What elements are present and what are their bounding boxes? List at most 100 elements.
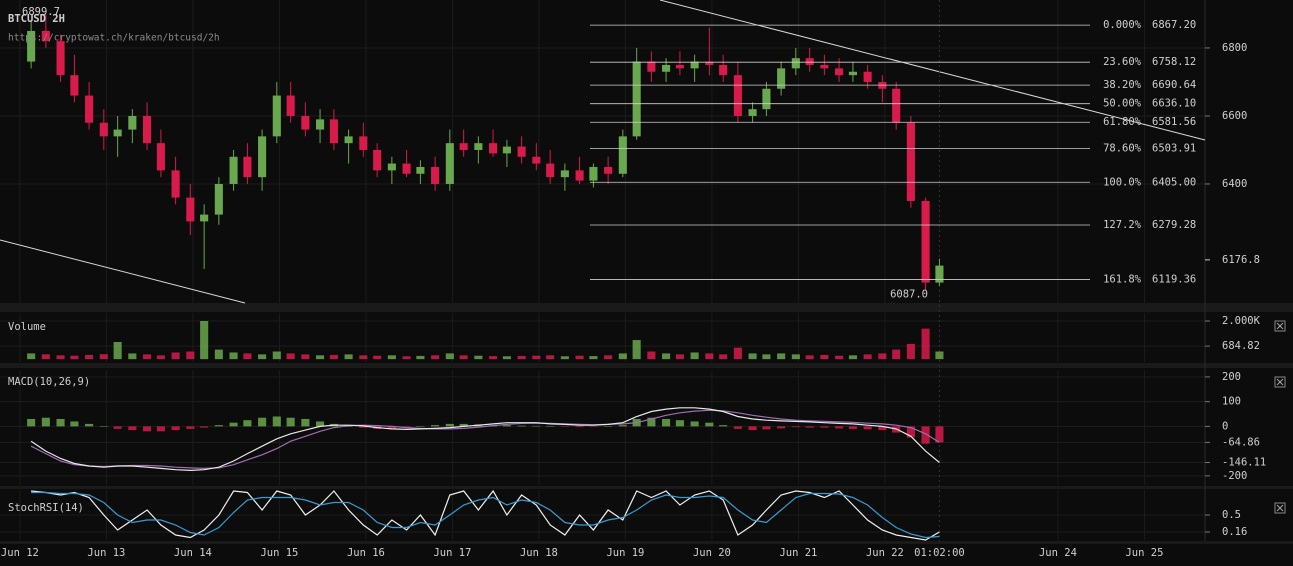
volume-bar (402, 356, 411, 360)
y-tick-label: 6600 (1222, 110, 1247, 122)
close-box[interactable] (1274, 502, 1286, 514)
candle-body (575, 170, 584, 181)
candle-body (99, 122, 108, 137)
volume-bar (921, 328, 930, 360)
macd-histogram (546, 426, 555, 427)
macd-histogram (733, 426, 742, 429)
macd-histogram (575, 426, 584, 428)
volume-bar (647, 351, 656, 360)
volume-bar (186, 351, 195, 360)
candle-body (41, 30, 50, 42)
volume-bar (632, 340, 641, 360)
candle-body (863, 71, 872, 82)
candle-body (589, 166, 598, 181)
close-button[interactable] (1274, 502, 1286, 514)
macd-histogram (906, 426, 915, 438)
macd-histogram (186, 426, 195, 429)
macd-histogram (835, 426, 844, 429)
candle-body (921, 200, 930, 283)
volume-bar (935, 351, 944, 360)
close-box[interactable] (1274, 320, 1286, 332)
candle-body (27, 30, 36, 62)
candle-body (777, 68, 786, 89)
candle-body (56, 41, 65, 76)
y-tick-label: 2.000K (1222, 315, 1261, 327)
volume-bar (113, 341, 122, 360)
volume-bar (359, 355, 368, 360)
volume-bar (56, 355, 65, 360)
candle-body (835, 68, 844, 76)
fib-percent: 50.00% (1103, 98, 1142, 110)
macd-histogram (243, 420, 252, 427)
macd-histogram (258, 417, 267, 427)
fib-percent: 127.2% (1103, 219, 1142, 231)
x-tick-label: Jun 17 (433, 547, 471, 559)
macd-histogram (431, 425, 440, 427)
y-tick-label: 0.16 (1222, 526, 1247, 538)
candle-body (286, 95, 295, 116)
volume-bar (431, 355, 440, 360)
candle-body (243, 156, 252, 178)
y-tick-label: 100 (1222, 396, 1241, 408)
close-button[interactable] (1274, 320, 1286, 332)
volume-bar (27, 353, 36, 360)
panel-separator (0, 363, 1293, 368)
panel-title: MACD(10,26,9) (8, 376, 90, 388)
fib-percent: 23.60% (1103, 56, 1142, 68)
volume-bar (85, 354, 94, 360)
macd-histogram (85, 423, 94, 427)
macd-histogram (719, 425, 728, 427)
macd-histogram (316, 421, 325, 427)
y-tick-label: 0.5 (1222, 509, 1241, 521)
volume-bar (777, 353, 786, 360)
candle-body (229, 156, 238, 184)
volume-bar (459, 355, 468, 360)
macd-histogram (762, 426, 771, 430)
macd-histogram (359, 426, 368, 428)
candle-body (532, 156, 541, 164)
volume-bar (733, 347, 742, 360)
macd-histogram (604, 426, 613, 427)
volume-bar (675, 354, 684, 360)
panel-separator (0, 486, 1293, 489)
volume-bar (316, 355, 325, 360)
macd-histogram (41, 417, 50, 427)
macd-histogram (128, 426, 137, 431)
volume-bar (762, 354, 771, 360)
volume-bar (214, 349, 223, 360)
candle-body (560, 170, 569, 178)
volume-bar (820, 354, 829, 360)
candle-body (301, 115, 310, 130)
close-button[interactable] (1274, 376, 1286, 388)
y-tick-label: 6400 (1222, 178, 1247, 190)
volume-bar (848, 355, 857, 360)
macd-histogram (156, 426, 165, 432)
volume-bar (128, 353, 137, 360)
candle-body (445, 143, 454, 184)
grid (0, 0, 1205, 540)
macd-histogram (662, 418, 671, 427)
macd-histogram (56, 418, 65, 427)
x-tick-label: Jun 22 (866, 547, 904, 559)
x-tick-label: Jun 19 (606, 547, 644, 559)
fib-percent: 0.000% (1103, 19, 1142, 31)
close-box[interactable] (1274, 376, 1286, 388)
candle-body (258, 136, 267, 178)
macd-histogram (805, 426, 814, 428)
macd-histogram (301, 418, 310, 427)
candle-body (70, 75, 79, 96)
y-tick-label: 200 (1222, 371, 1241, 383)
y-tick-label: 684.82 (1222, 340, 1260, 352)
macd-histogram (214, 425, 223, 427)
fib-price: 6405.00 (1152, 176, 1196, 188)
candle-body (892, 88, 901, 123)
candle-body (705, 61, 714, 65)
candle-body (546, 163, 555, 178)
candle-body (791, 58, 800, 69)
candle-body (113, 129, 122, 137)
macd-histogram (416, 426, 425, 427)
fib-percent: 38.20% (1103, 79, 1142, 91)
volume-bar (662, 353, 671, 360)
volume-bar (532, 355, 541, 360)
